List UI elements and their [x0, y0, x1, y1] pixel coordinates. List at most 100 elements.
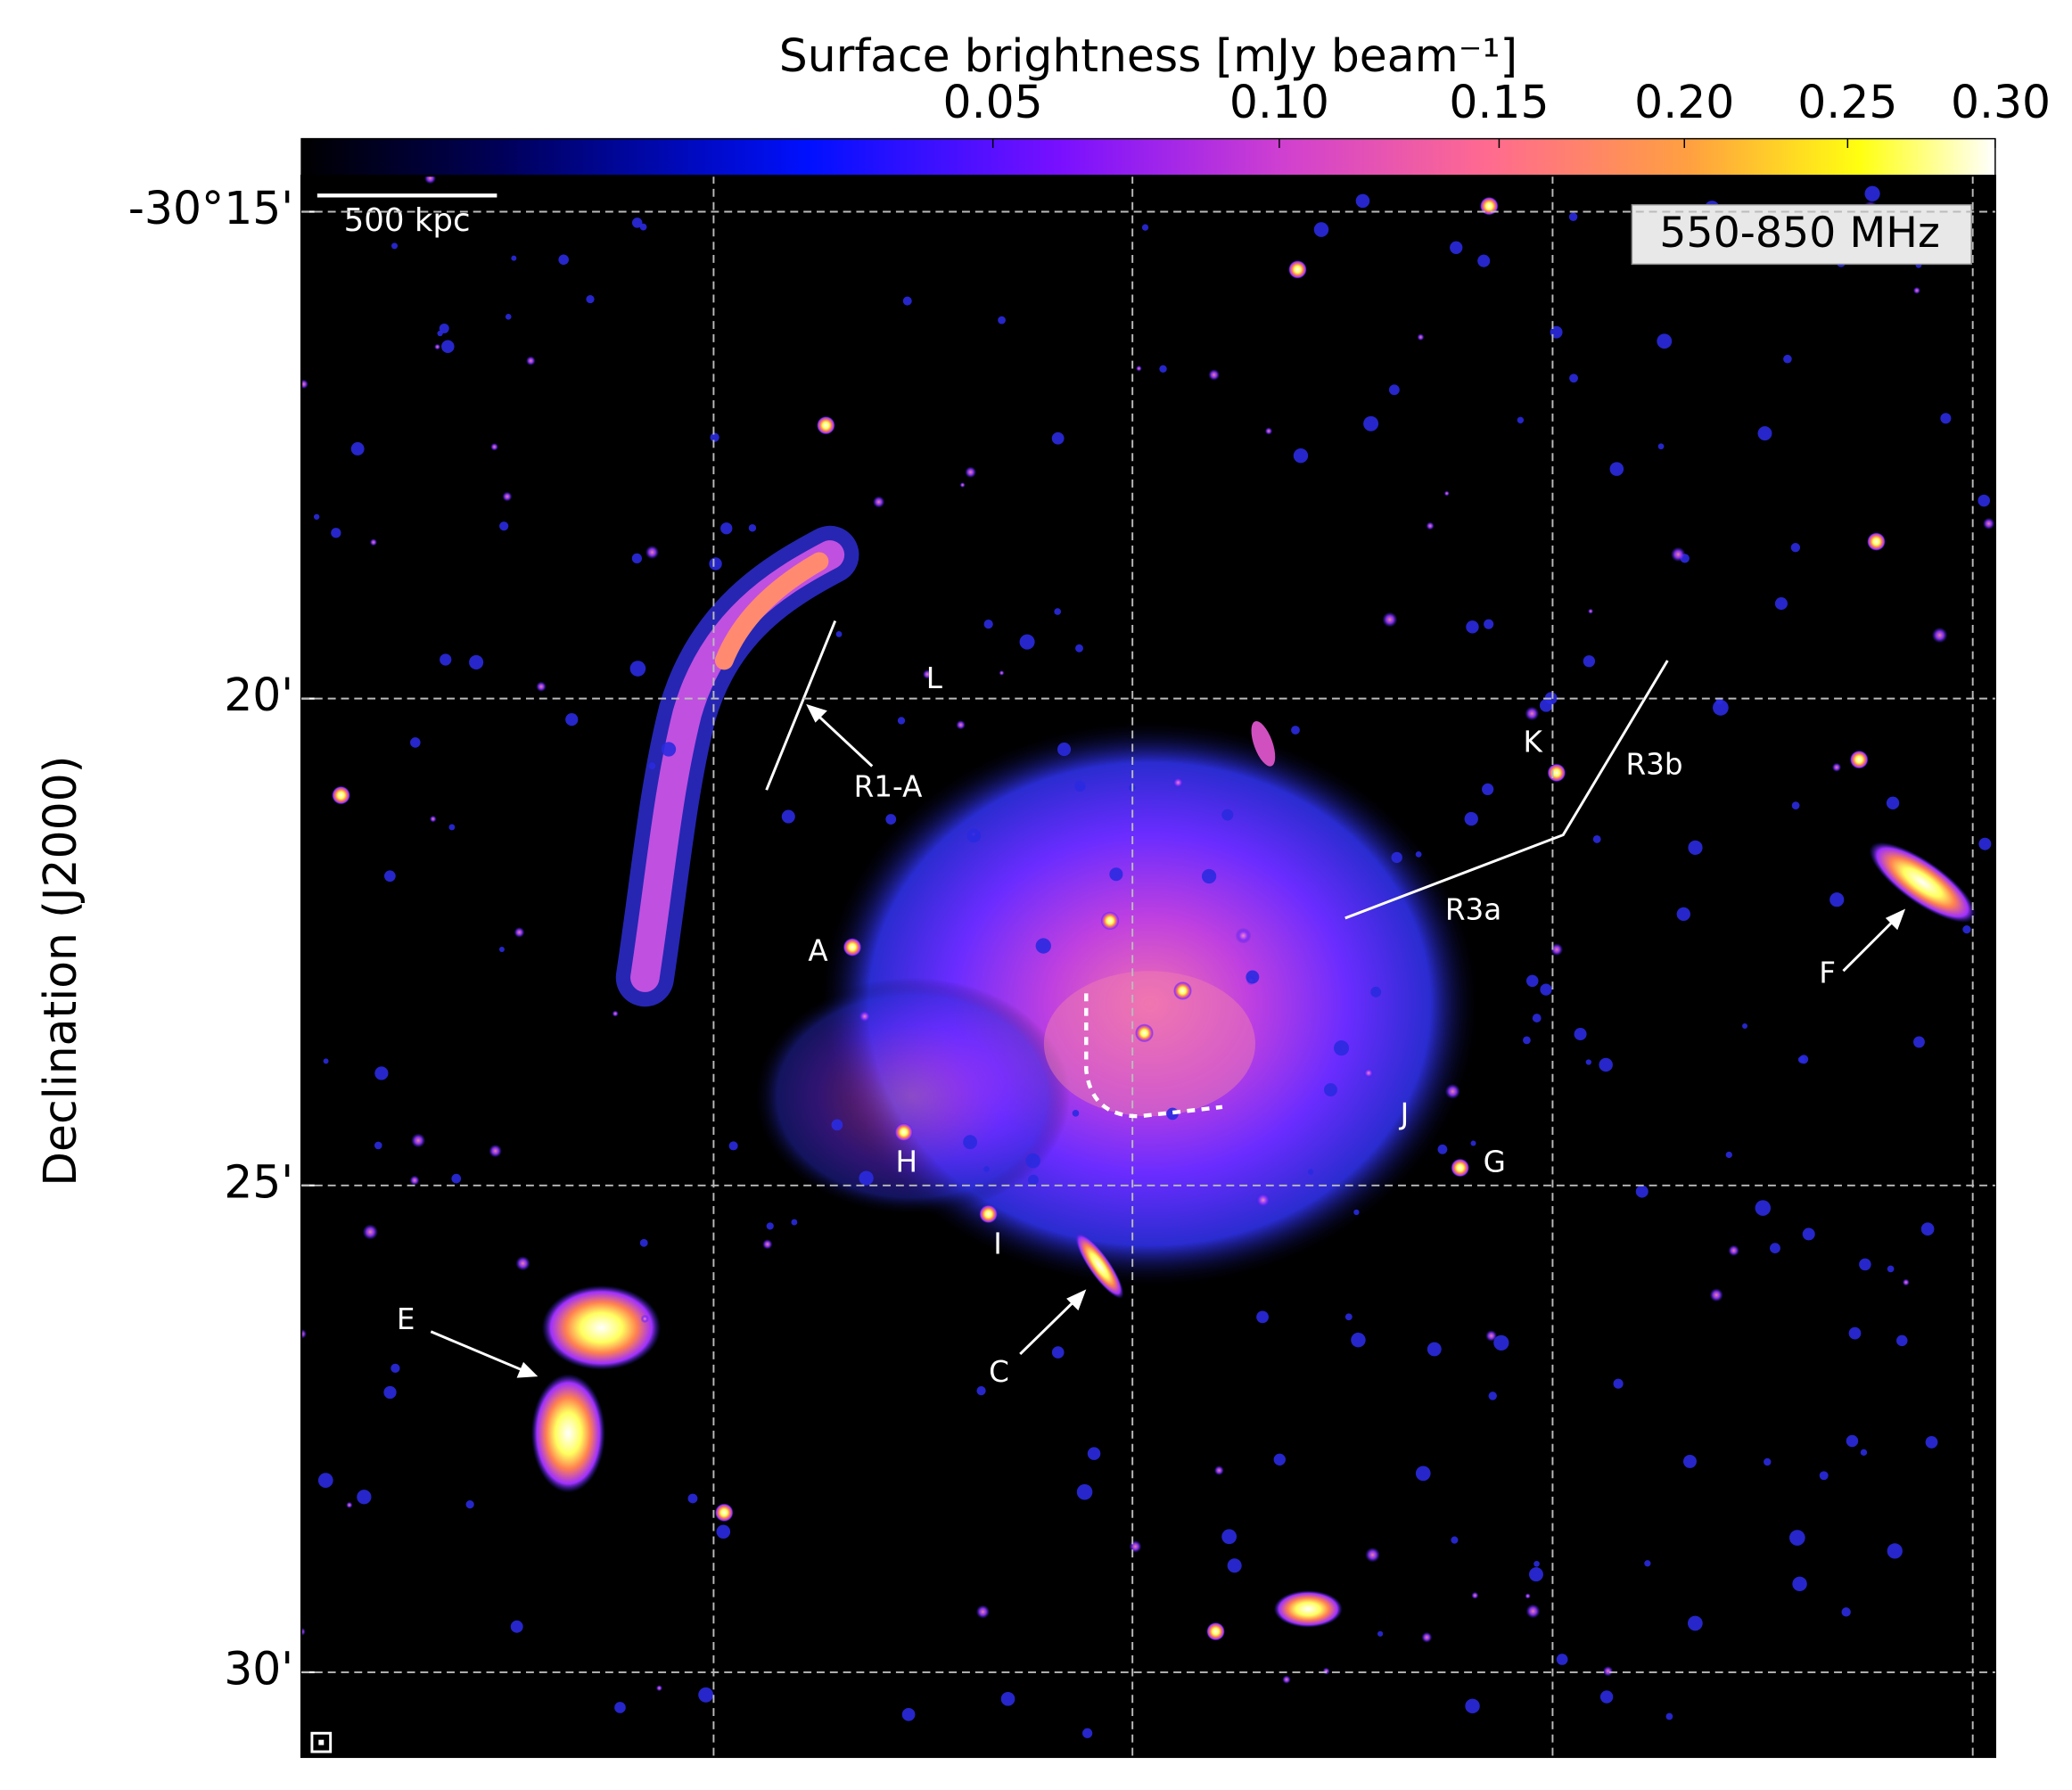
compact-source: [317, 1473, 333, 1489]
compact-source: [902, 296, 912, 306]
compact-source: [1962, 925, 1971, 934]
source-e1: [541, 1285, 662, 1370]
annotation: I: [993, 1227, 1002, 1260]
compact-source: [966, 828, 981, 843]
compact-source: [1532, 1014, 1542, 1022]
compact-source: [1725, 1151, 1732, 1159]
compact-source: [439, 323, 449, 333]
compact-source: [1136, 365, 1142, 372]
compact-source: [1273, 1453, 1286, 1466]
annotation: F: [1819, 957, 1836, 990]
compact-source: [661, 742, 677, 757]
compact-source: [1417, 333, 1425, 341]
bright-source: [1547, 763, 1566, 783]
compact-source: [1129, 1540, 1142, 1553]
compact-source: [1484, 619, 1494, 629]
annotation: R1-A: [854, 770, 923, 804]
compact-source: [313, 513, 320, 520]
compact-source: [1054, 608, 1062, 615]
r3-line: [1344, 660, 1669, 920]
arrow: [810, 708, 874, 768]
compact-source: [1221, 809, 1234, 821]
compact-source: [1471, 1591, 1479, 1599]
compact-source: [922, 669, 933, 679]
compact-source: [1569, 374, 1578, 383]
compact-source: [831, 1119, 843, 1131]
compact-source: [1370, 986, 1382, 998]
compact-source: [383, 1385, 397, 1400]
compact-source: [301, 1627, 306, 1637]
bright-source: [1206, 1622, 1225, 1641]
compact-source: [301, 1329, 307, 1339]
compact-source: [639, 1238, 648, 1247]
compact-source: [1977, 494, 1991, 507]
compact-source: [1525, 1593, 1531, 1599]
compact-source: [1172, 776, 1184, 788]
compact-source: [1028, 1174, 1039, 1186]
bright-source: [1100, 911, 1120, 931]
compact-source: [469, 654, 484, 669]
compact-source: [1764, 1457, 1772, 1466]
compact-source: [434, 343, 441, 350]
compact-source: [465, 1500, 474, 1509]
compact-source: [1978, 837, 1992, 850]
relic-r1-bright: [714, 552, 829, 670]
compact-source: [631, 218, 643, 228]
compact-source: [1635, 1185, 1649, 1198]
compact-source: [1797, 1055, 1805, 1063]
compact-source: [410, 1133, 426, 1148]
compact-source: [1074, 780, 1086, 792]
annotation: A: [808, 933, 828, 967]
compact-source: [536, 681, 547, 693]
arrow: [1842, 913, 1902, 973]
band-label: 550-850 MHz: [1659, 209, 1940, 258]
compact-source: [1353, 1209, 1360, 1216]
bright-source: [843, 938, 862, 957]
compact-source: [762, 1239, 773, 1250]
compact-source: [1377, 1630, 1384, 1637]
compact-source: [301, 379, 308, 390]
compact-source: [346, 1501, 353, 1508]
compact-source: [490, 442, 498, 451]
beam-center: [318, 1739, 325, 1745]
compact-source: [645, 545, 660, 560]
arrowhead: [1066, 1289, 1087, 1311]
compact-source: [1902, 1278, 1910, 1286]
compact-source: [1670, 546, 1686, 562]
compact-source: [383, 870, 396, 883]
bright-source: [1135, 1023, 1154, 1043]
compact-source: [1792, 1576, 1807, 1592]
compact-source: [1533, 1560, 1540, 1567]
compact-source: [511, 255, 517, 261]
compact-source: [1540, 983, 1552, 996]
compact-source: [1802, 1228, 1815, 1241]
colorbar-tick-label: 0.05: [943, 76, 1043, 128]
compact-source: [1488, 1392, 1497, 1400]
compact-source: [1791, 801, 1800, 809]
compact-source: [362, 1224, 379, 1240]
compact-source: [1221, 1529, 1237, 1545]
compact-source: [1363, 415, 1379, 431]
compact-source: [766, 1222, 774, 1230]
compact-source: [1351, 1332, 1366, 1348]
compact-source: [728, 1141, 738, 1151]
compact-source: [1755, 1200, 1772, 1216]
compact-source: [998, 316, 1006, 324]
compact-source: [1437, 1144, 1448, 1154]
compact-source: [1451, 1536, 1459, 1544]
compact-source: [1940, 413, 1952, 424]
compact-source: [1665, 1712, 1673, 1720]
compact-source: [1208, 369, 1221, 381]
compact-source: [1087, 1447, 1101, 1460]
compact-source: [1709, 1288, 1723, 1302]
annotation: R3a: [1445, 893, 1501, 927]
colorbar-title: Surface brightness [mJy beam⁻¹]: [779, 29, 1517, 82]
bright-source: [332, 785, 350, 805]
compact-source: [1583, 655, 1596, 668]
compact-source: [1082, 1728, 1093, 1738]
compact-source: [963, 1135, 978, 1150]
bright-source: [894, 1122, 914, 1142]
compact-source: [565, 713, 579, 727]
compact-source: [999, 669, 1005, 676]
